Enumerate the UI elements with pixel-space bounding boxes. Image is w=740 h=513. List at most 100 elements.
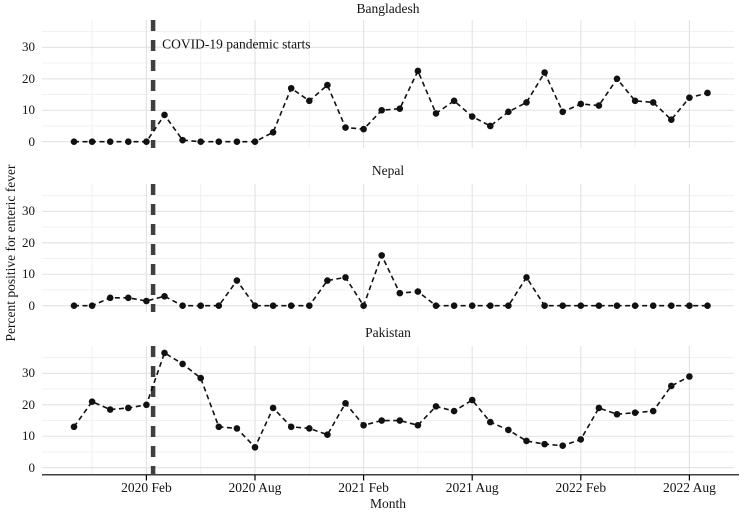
data-point xyxy=(432,403,440,410)
data-point xyxy=(125,404,132,412)
data-point xyxy=(251,443,259,451)
data-point xyxy=(668,116,675,123)
data-point xyxy=(360,302,367,310)
y-tick-label: 20 xyxy=(22,396,35,412)
data-point xyxy=(487,418,494,426)
data-point xyxy=(378,417,386,424)
data-point xyxy=(468,302,476,310)
data-point xyxy=(432,110,440,117)
data-point xyxy=(197,138,204,146)
y-tick-label: 0 xyxy=(28,459,36,475)
data-point xyxy=(251,138,259,146)
data-point xyxy=(559,108,566,116)
data-point xyxy=(396,417,404,424)
data-point xyxy=(306,425,313,432)
data-point xyxy=(541,302,548,310)
data-point xyxy=(595,302,603,310)
data-point xyxy=(70,302,78,310)
data-point xyxy=(143,297,150,305)
y-tick-label: 30 xyxy=(22,365,35,381)
data-point xyxy=(324,277,331,284)
data-point xyxy=(179,136,186,144)
data-point xyxy=(269,128,277,136)
data-point xyxy=(88,302,96,310)
data-point xyxy=(577,100,585,108)
data-point xyxy=(342,399,349,407)
y-tick-label: 0 xyxy=(28,297,36,313)
x-tick-label: 2020 Aug xyxy=(228,480,282,495)
data-point xyxy=(450,97,458,105)
data-point xyxy=(215,302,223,310)
data-point xyxy=(523,99,530,106)
data-point xyxy=(577,436,585,443)
data-point xyxy=(179,360,186,368)
series-line xyxy=(74,69,708,143)
data-point xyxy=(613,302,621,310)
y-tick-label: 10 xyxy=(22,428,35,444)
x-tick-label: 2020 Feb xyxy=(121,480,172,495)
data-point xyxy=(378,252,386,259)
data-point xyxy=(613,410,621,418)
data-point xyxy=(595,102,603,109)
data-point xyxy=(143,138,150,146)
data-point xyxy=(197,302,204,310)
data-point xyxy=(704,89,711,97)
data-point xyxy=(631,302,639,310)
data-point xyxy=(306,97,313,105)
data-point xyxy=(686,373,693,380)
data-point xyxy=(287,302,295,310)
data-point xyxy=(541,440,548,448)
data-point xyxy=(450,302,458,310)
data-point xyxy=(324,81,331,89)
data-point xyxy=(143,401,150,409)
data-point xyxy=(487,302,494,310)
data-point xyxy=(450,407,458,415)
data-point xyxy=(342,274,349,281)
data-point xyxy=(360,421,367,429)
data-point xyxy=(595,404,603,412)
y-tick-label: 30 xyxy=(22,39,35,55)
y-tick-label: 20 xyxy=(22,70,35,86)
data-point xyxy=(306,302,313,310)
data-point xyxy=(668,382,675,390)
data-point xyxy=(360,125,367,133)
data-point xyxy=(342,124,349,131)
data-point xyxy=(414,288,422,295)
data-point xyxy=(505,108,512,116)
y-tick-label: 10 xyxy=(22,266,35,282)
data-point xyxy=(668,302,675,310)
covid-annotation-label: COVID-19 pandemic starts xyxy=(162,36,310,51)
y-axis-title: Percent positive for enteric fever xyxy=(3,164,18,342)
data-point xyxy=(161,349,168,357)
data-point xyxy=(631,97,639,105)
data-point xyxy=(287,423,295,431)
data-point xyxy=(414,67,422,75)
data-point xyxy=(269,302,277,310)
facet-title-pakistan: Pakistan xyxy=(365,325,411,340)
data-point xyxy=(468,396,476,404)
data-point xyxy=(125,294,132,302)
data-point xyxy=(378,106,386,114)
y-tick-label: 20 xyxy=(22,234,35,250)
y-tick-label: 0 xyxy=(28,133,36,149)
x-tick-label: 2021 Aug xyxy=(445,480,499,495)
x-tick-label: 2021 Feb xyxy=(338,480,389,495)
data-point xyxy=(686,302,693,310)
data-point xyxy=(432,302,440,310)
panel-plot-bangladesh: COVID-19 pandemic starts xyxy=(42,20,734,148)
series-line xyxy=(74,253,708,308)
data-point xyxy=(197,374,204,382)
facet-title-nepal: Nepal xyxy=(371,163,405,178)
data-point xyxy=(70,423,78,431)
data-point xyxy=(161,111,168,119)
data-point xyxy=(287,84,295,92)
data-point xyxy=(324,431,331,438)
data-point xyxy=(161,292,168,300)
x-tick-label: 2022 Feb xyxy=(555,480,607,495)
data-point xyxy=(487,122,494,130)
data-point xyxy=(613,75,621,83)
data-point xyxy=(106,138,114,146)
data-point xyxy=(704,302,711,310)
data-point xyxy=(523,274,530,281)
